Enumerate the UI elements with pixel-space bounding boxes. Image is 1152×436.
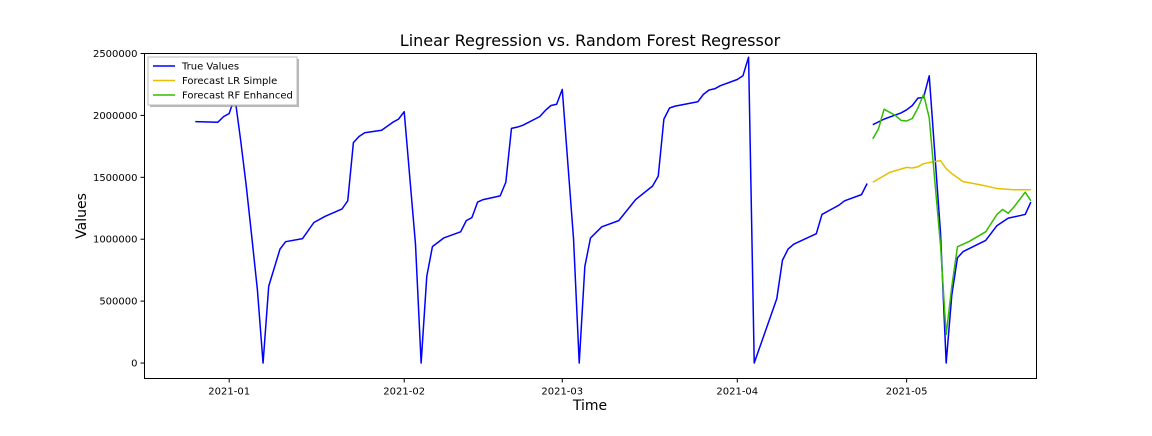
- x-tick-label: 2021-04: [716, 387, 758, 398]
- y-tick-label: 0: [131, 359, 137, 370]
- plot-area-frame: [144, 53, 1037, 379]
- x-tick-label: 2021-03: [541, 387, 583, 398]
- series-line-true-values: [195, 56, 868, 364]
- y-tick-label: 500000: [99, 297, 137, 308]
- y-tick-label: 1500000: [93, 173, 138, 184]
- series-line-true-values-forecast-period: [872, 75, 1032, 364]
- y-tick-label: 2500000: [93, 49, 138, 60]
- series-line-forecast-rf-enhanced: [872, 93, 1032, 336]
- y-axis: 0 500000 1000000 1500000 2000000 2500000: [93, 49, 145, 370]
- legend: True Values Forecast LR Simple Forecast RF…: [147, 56, 299, 107]
- x-axis: 2021-01 2021-02 2021-03 2021-04 2021-05: [208, 378, 928, 398]
- y-axis-label: Values: [74, 193, 90, 239]
- y-tick-label: 1000000: [93, 235, 138, 246]
- series-lines: [195, 56, 1032, 364]
- x-tick-label: 2021-05: [886, 387, 928, 398]
- legend-label: Forecast RF Enhanced: [182, 91, 293, 102]
- legend-label: Forecast LR Simple: [182, 76, 277, 87]
- chart-title: Linear Regression vs. Random Forest Regr…: [400, 31, 781, 50]
- x-tick-label: 2021-01: [208, 387, 250, 398]
- legend-label: True Values: [181, 62, 239, 73]
- x-axis-label: Time: [572, 398, 607, 414]
- x-tick-label: 2021-02: [383, 387, 425, 398]
- y-tick-label: 2000000: [93, 111, 138, 122]
- series-line-forecast-lr-simple: [872, 159, 1031, 191]
